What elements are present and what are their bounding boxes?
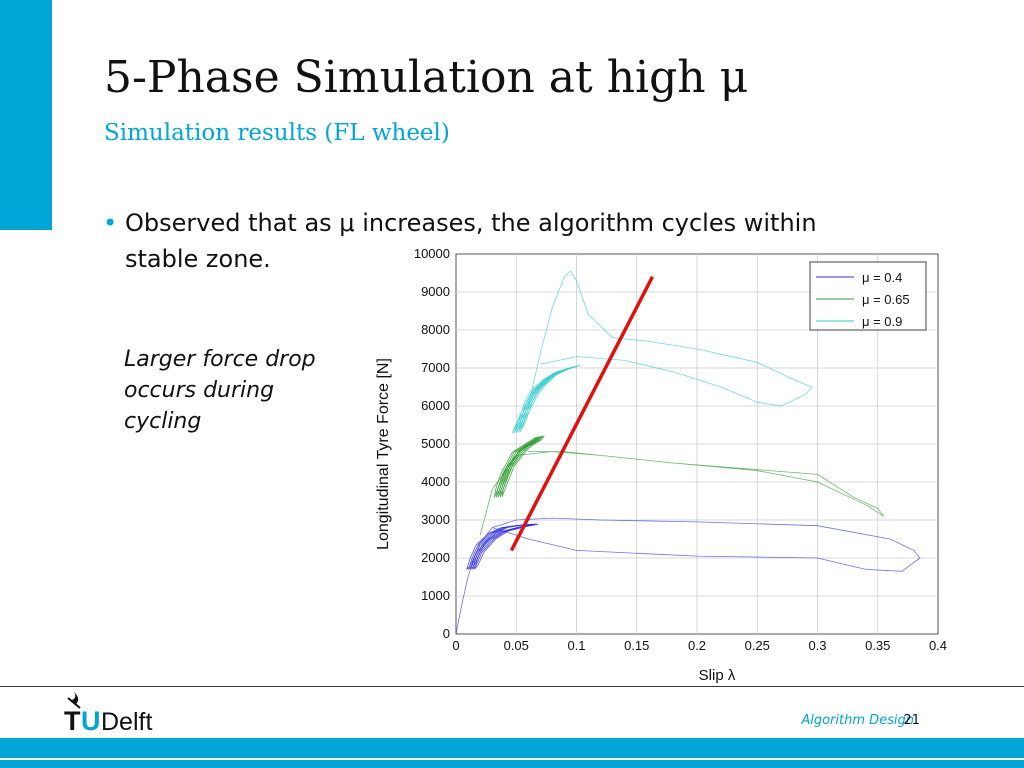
y-tick-label: 8000 <box>421 322 450 337</box>
x-axis-label: Slip λ <box>699 667 736 684</box>
x-tick-label: 0.35 <box>865 638 890 653</box>
series-cycle-1 <box>501 435 545 497</box>
slide-subtitle: Simulation results (FL wheel) <box>104 120 450 146</box>
y-tick-label: 3000 <box>421 512 450 527</box>
legend-label: μ = 0.65 <box>862 292 910 307</box>
y-tick-label: 9000 <box>421 284 450 299</box>
stable-zone-line <box>509 275 654 552</box>
x-tick-label: 0.25 <box>745 638 770 653</box>
x-tick-label: 0.05 <box>504 638 529 653</box>
force-slip-chart: 0 0.05 0.1 0.15 0.2 0.25 0.3 0.35 0.4 0 1000 2000 30… <box>375 246 947 684</box>
y-tick-label: 2000 <box>421 550 450 565</box>
legend-box <box>809 261 927 331</box>
note-text: Larger force drop occurs during cycling <box>124 347 316 434</box>
x-tick-label: 0.3 <box>808 638 826 653</box>
bullet-text: Observed that as μ increases, the algori… <box>125 209 817 273</box>
y-tick-label: 1000 <box>421 588 450 603</box>
footer-bar-thin <box>0 760 1024 768</box>
y-tick-label: 7000 <box>421 360 450 375</box>
y-tick-label: 4000 <box>421 474 450 489</box>
legend-label: μ = 0.9 <box>862 314 902 329</box>
legend-label: μ = 0.4 <box>862 270 902 285</box>
page-number: 21 <box>903 713 920 728</box>
slide-title: 5-Phase Simulation at high μ <box>104 52 749 103</box>
bullet-icon: • <box>103 209 118 237</box>
accent-block <box>0 0 52 230</box>
svg-text:U: U <box>81 706 101 736</box>
svg-text:Delft: Delft <box>101 708 152 736</box>
y-tick-label: 10000 <box>414 246 450 261</box>
x-tick-label: 0 <box>452 638 459 653</box>
footer-bar <box>0 738 1024 758</box>
series-cycle-0 <box>473 523 539 570</box>
x-tick-label: 0.4 <box>929 638 947 653</box>
y-tick-label: 0 <box>443 626 450 641</box>
x-tick-label: 0.15 <box>624 638 649 653</box>
y-tick-label: 6000 <box>421 398 450 413</box>
series-trace-1 <box>479 451 885 536</box>
footer-divider <box>0 686 1024 687</box>
tudelft-logo: T U Delft <box>64 692 152 736</box>
y-axis-label: Longitudinal Tyre Force [N] <box>375 358 392 550</box>
footer-label: Algorithm Design <box>801 713 914 728</box>
x-tick-label: 0.2 <box>688 638 706 653</box>
x-tick-label: 0.1 <box>567 638 585 653</box>
svg-text:T: T <box>64 706 81 736</box>
series-trace-2 <box>527 270 813 407</box>
y-tick-label: 5000 <box>421 436 450 451</box>
